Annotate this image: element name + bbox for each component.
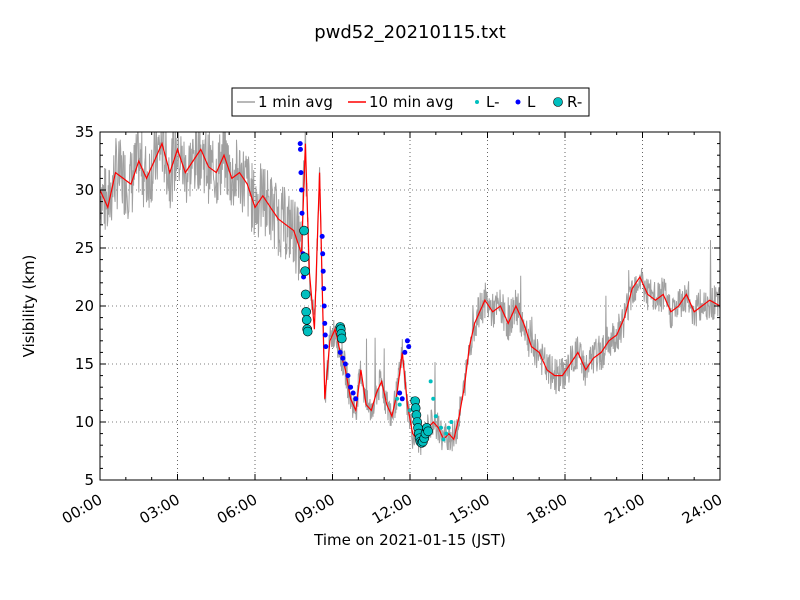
point-r-minus <box>301 315 312 325</box>
point-l-minus <box>408 408 412 413</box>
point-l-minus <box>428 379 433 384</box>
point-l <box>321 286 327 292</box>
point-l <box>297 141 303 147</box>
point-l <box>402 349 408 355</box>
point-l <box>298 170 304 176</box>
point-r-minus <box>299 225 309 236</box>
y-axis-label: Visibility (km) <box>20 255 38 358</box>
point-l-minus <box>397 402 402 407</box>
point-l <box>299 210 305 216</box>
point-r-minus <box>423 426 433 437</box>
point-l-minus <box>441 437 446 442</box>
grid-lines <box>100 132 720 480</box>
point-r-minus <box>336 333 347 344</box>
point-r-minus <box>302 326 313 337</box>
point-l <box>319 233 325 239</box>
legend-label: 10 min avg <box>369 93 454 111</box>
legend-marker-swatch <box>553 97 563 107</box>
y-tick-label: 30 <box>75 181 94 199</box>
point-r-minus <box>299 252 310 263</box>
point-l <box>404 338 410 344</box>
point-l-minus <box>433 414 438 419</box>
point-l <box>350 390 356 396</box>
legend-marker-swatch <box>475 100 479 104</box>
point-l <box>297 146 303 152</box>
chart-title: pwd52_20210115.txt <box>314 22 506 43</box>
point-l <box>353 396 359 402</box>
point-l-minus <box>439 425 443 430</box>
y-tick-label: 20 <box>75 297 94 315</box>
legend-label: L <box>527 93 536 111</box>
y-tick-label: 10 <box>75 413 94 431</box>
point-l <box>323 344 329 350</box>
point-l-minus <box>449 420 454 424</box>
x-axis-label: Time on 2021-01-15 (JST) <box>313 531 506 549</box>
point-r-minus <box>300 289 311 300</box>
y-tick-label: 35 <box>75 123 94 141</box>
legend-marker-swatch <box>515 99 521 105</box>
y-tick-label: 5 <box>84 471 94 489</box>
series-10min-line <box>100 141 720 441</box>
point-l <box>348 384 354 390</box>
point-l <box>397 390 403 396</box>
legend-label: R- <box>567 93 582 111</box>
point-l <box>342 361 348 367</box>
point-l <box>406 344 412 350</box>
plot-area <box>100 132 720 456</box>
point-l-minus <box>431 396 436 401</box>
y-tick-label: 15 <box>75 355 94 373</box>
series-layer <box>100 132 720 456</box>
legend: 1 min avg 10 min avg L- L R- <box>231 87 590 117</box>
point-r-minus <box>300 266 310 277</box>
point-l <box>321 303 327 309</box>
point-l <box>320 268 326 274</box>
point-l-minus <box>395 396 400 401</box>
point-l-minus <box>446 425 451 430</box>
point-l <box>345 373 351 379</box>
y-tick-label: 25 <box>75 239 94 257</box>
point-l <box>320 251 326 257</box>
point-l <box>299 187 304 193</box>
legend-label: 1 min avg <box>258 93 333 111</box>
point-l <box>399 396 405 402</box>
point-l <box>322 320 328 326</box>
legend-box <box>231 87 590 117</box>
point-l <box>337 349 343 355</box>
point-l-minus <box>444 431 449 436</box>
point-l <box>340 355 346 361</box>
point-r-minus <box>301 306 311 317</box>
point-l <box>322 332 328 338</box>
legend-label: L- <box>486 93 500 111</box>
